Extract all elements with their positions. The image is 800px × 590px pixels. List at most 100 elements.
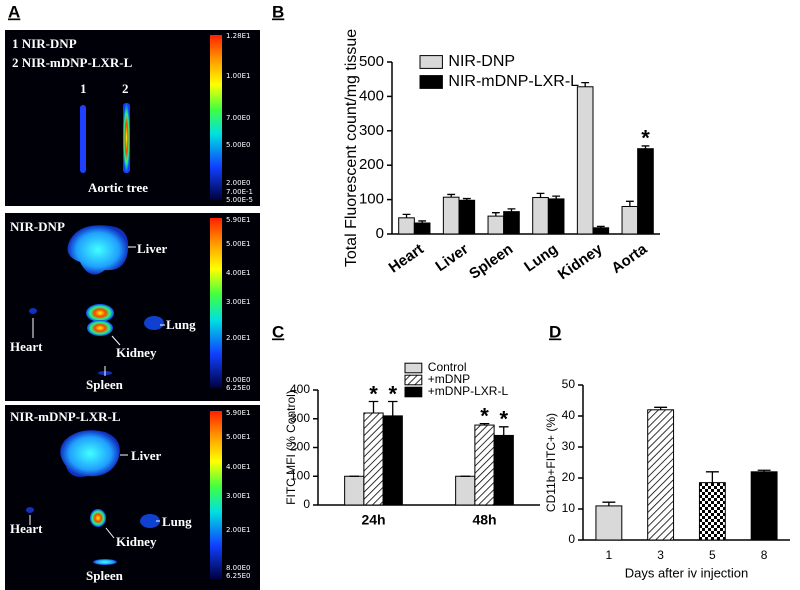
- bar: [413, 222, 431, 235]
- legend-swatch: [419, 75, 443, 89]
- colorbar-label: 8.00E0: [226, 564, 250, 572]
- panel-label: D: [549, 322, 561, 341]
- image-label: Kidney: [116, 345, 157, 360]
- y-tick-label: 100: [359, 191, 384, 208]
- y-tick-label: 400: [359, 87, 384, 104]
- legend-swatch: [404, 362, 423, 374]
- bar: [344, 475, 365, 506]
- colorbar-label: 5.00E0: [226, 141, 250, 149]
- colorbar-label: 2.00E1: [226, 334, 250, 342]
- error-bar: [641, 145, 650, 149]
- bar: [487, 215, 505, 235]
- error-bar: [479, 422, 490, 426]
- image-label: Lung: [166, 317, 196, 332]
- image-label: 2: [122, 81, 129, 96]
- significance-marker: *: [641, 126, 650, 151]
- bar: [493, 434, 514, 506]
- y-tick-label: 400: [290, 382, 310, 396]
- x-tick-label: Kidney: [555, 240, 606, 283]
- bar: [698, 482, 726, 541]
- image-label: Aortic tree: [88, 180, 148, 195]
- legend-label: Control: [428, 360, 467, 374]
- image-nir-dnp: NIR-DNP Liver Heart Kidney Lung Spleen 5…: [5, 213, 260, 401]
- image-label: Spleen: [86, 377, 124, 392]
- image-label: Spleen: [86, 568, 124, 583]
- y-tick-label: 0: [376, 225, 384, 242]
- colorbar-label: 5.90E1: [226, 216, 250, 224]
- bar: [547, 198, 565, 235]
- y-tick-label: 300: [290, 411, 310, 425]
- panel-label: C: [272, 322, 284, 341]
- legend-swatch: [404, 374, 423, 386]
- bar: [532, 197, 549, 235]
- bar: [398, 217, 415, 235]
- y-tick-label: 30: [562, 439, 576, 453]
- colorbar-label: 3.00E1: [226, 298, 250, 306]
- bar: [363, 412, 384, 506]
- error-bar: [402, 213, 411, 218]
- bar: [750, 471, 778, 541]
- image-label: 1 NIR-DNP: [12, 36, 77, 51]
- bar: [595, 505, 623, 541]
- colorbar-label: 4.00E1: [226, 269, 250, 277]
- y-axis-label: Total Fluorescent count/mg tissue: [343, 29, 360, 267]
- colorbar-label: 6.25E0: [226, 572, 250, 580]
- colorbar-label: 0.00E0: [226, 376, 250, 384]
- y-tick-label: 500: [359, 53, 384, 70]
- colorbar-label: 1.00E1: [226, 72, 250, 80]
- significance-marker: *: [480, 403, 489, 428]
- image-label: Heart: [10, 521, 43, 536]
- bar: [474, 424, 495, 506]
- x-tick-label: Aorta: [608, 240, 650, 277]
- y-tick-label: 200: [359, 156, 384, 173]
- significance-marker: *: [369, 381, 378, 406]
- colorbar-label: 5.90E1: [226, 409, 250, 417]
- error-bar: [447, 193, 456, 198]
- colorbar-label: 1.28E1: [226, 32, 250, 40]
- legend-label: +mDNP: [428, 372, 470, 386]
- colorbar-label: 5.00E-5: [226, 196, 253, 204]
- bar: [382, 415, 403, 506]
- bar: [458, 199, 476, 235]
- error-bar: [705, 471, 719, 483]
- colorbar-label: 7.00E0: [226, 114, 250, 122]
- y-tick-label: 100: [290, 468, 310, 482]
- image-label: Lung: [162, 514, 192, 529]
- error-bar: [507, 208, 516, 212]
- x-tick-label: Spleen: [466, 241, 516, 283]
- panel-label: B: [272, 2, 284, 21]
- error-bar: [625, 200, 634, 207]
- y-tick-label: 300: [359, 122, 384, 139]
- y-axis-label: CD11b+FITC+ (%): [544, 413, 558, 512]
- significance-marker: *: [388, 381, 397, 406]
- bar: [442, 196, 460, 235]
- image-label: Liver: [137, 241, 168, 256]
- error-bar: [552, 195, 561, 199]
- x-tick-label: Heart: [386, 241, 427, 277]
- y-tick-label: 40: [562, 408, 576, 422]
- error-bar: [654, 406, 668, 410]
- error-bar: [491, 212, 500, 217]
- error-bar: [462, 197, 471, 201]
- legend-swatch: [404, 386, 423, 398]
- bar: [647, 409, 675, 541]
- y-tick-label: 0: [568, 532, 575, 546]
- image-label: 1: [80, 81, 87, 96]
- error-bar: [596, 225, 605, 228]
- y-tick-label: 50: [562, 377, 576, 391]
- colorbar-label: 5.00E1: [226, 240, 250, 248]
- legend-label: NIR-DNP: [448, 53, 515, 70]
- panel-label: A: [8, 2, 20, 21]
- y-tick-label: 20: [562, 470, 576, 484]
- error-bar: [418, 220, 427, 223]
- y-tick-label: 10: [562, 501, 576, 515]
- colorbar-label: 2.00E0: [226, 179, 250, 187]
- x-tick-label: 8: [761, 548, 768, 562]
- y-tick-label: 200: [290, 440, 310, 454]
- legend-label: NIR-mDNP-LXR-L: [448, 73, 579, 90]
- x-axis-label: Days after iv injection: [625, 565, 749, 580]
- error-bar: [498, 426, 509, 436]
- bar: [592, 227, 610, 235]
- bar: [576, 86, 594, 235]
